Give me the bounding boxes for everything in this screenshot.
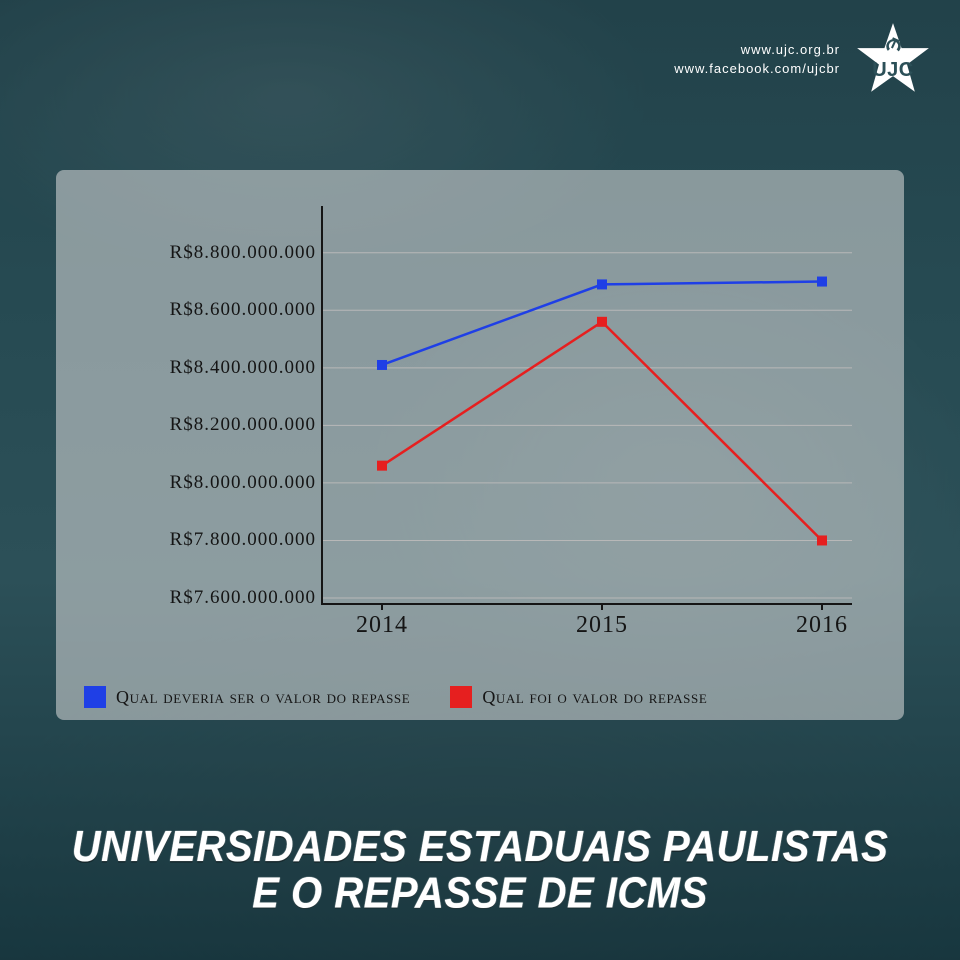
legend-label-expected: Qual deveria ser o valor do repasse (116, 687, 410, 708)
logo-text: UJC (854, 59, 932, 82)
legend-item-actual: Qual foi o valor do repasse (450, 686, 707, 708)
url-secondary: www.facebook.com/ujcbr (674, 61, 840, 76)
legend-item-expected: Qual deveria ser o valor do repasse (84, 686, 410, 708)
legend-label-actual: Qual foi o valor do repasse (482, 687, 707, 708)
ujc-logo: UJC (854, 20, 932, 98)
url-primary: www.ujc.org.br (741, 42, 840, 57)
chart-legend: Qual deveria ser o valor do repasse Qual… (84, 686, 876, 708)
chart-card: R$7.600.000.000R$7.800.000.000R$8.000.00… (56, 170, 904, 720)
title-line-2: e o repasse de ICMS (40, 870, 920, 916)
header: www.ujc.org.br www.facebook.com/ujcbr UJ… (674, 20, 932, 98)
legend-swatch-expected (84, 686, 106, 708)
legend-swatch-actual (450, 686, 472, 708)
chart-plot: R$7.600.000.000R$7.800.000.000R$8.000.00… (84, 206, 876, 636)
main-title: Universidades Estaduais Paulistas e o re… (0, 824, 960, 916)
title-line-1: Universidades Estaduais Paulistas (40, 824, 920, 870)
header-urls: www.ujc.org.br www.facebook.com/ujcbr (674, 42, 840, 76)
